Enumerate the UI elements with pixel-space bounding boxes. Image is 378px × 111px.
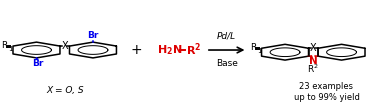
Text: X = O, S: X = O, S xyxy=(46,86,84,95)
Text: X: X xyxy=(61,41,68,51)
Text: N: N xyxy=(309,56,318,66)
Text: Br: Br xyxy=(87,32,99,41)
FancyArrowPatch shape xyxy=(209,47,243,53)
Text: 1: 1 xyxy=(257,49,262,55)
Text: R: R xyxy=(250,43,256,52)
Text: R: R xyxy=(2,41,8,50)
Text: X: X xyxy=(310,43,317,53)
Text: $\mathrm{R^2}$: $\mathrm{R^2}$ xyxy=(307,62,319,75)
Text: 23 examples: 23 examples xyxy=(299,82,353,91)
Text: 1: 1 xyxy=(8,46,13,52)
Text: Pd/L: Pd/L xyxy=(217,32,236,41)
Text: Br: Br xyxy=(32,59,43,68)
Text: $\mathbf{R^2}$: $\mathbf{R^2}$ xyxy=(186,42,201,58)
Text: up to 99% yield: up to 99% yield xyxy=(294,93,359,102)
Text: $\mathbf{H_2N}$: $\mathbf{H_2N}$ xyxy=(157,43,183,57)
Text: +: + xyxy=(130,43,142,57)
Text: Base: Base xyxy=(216,59,238,68)
